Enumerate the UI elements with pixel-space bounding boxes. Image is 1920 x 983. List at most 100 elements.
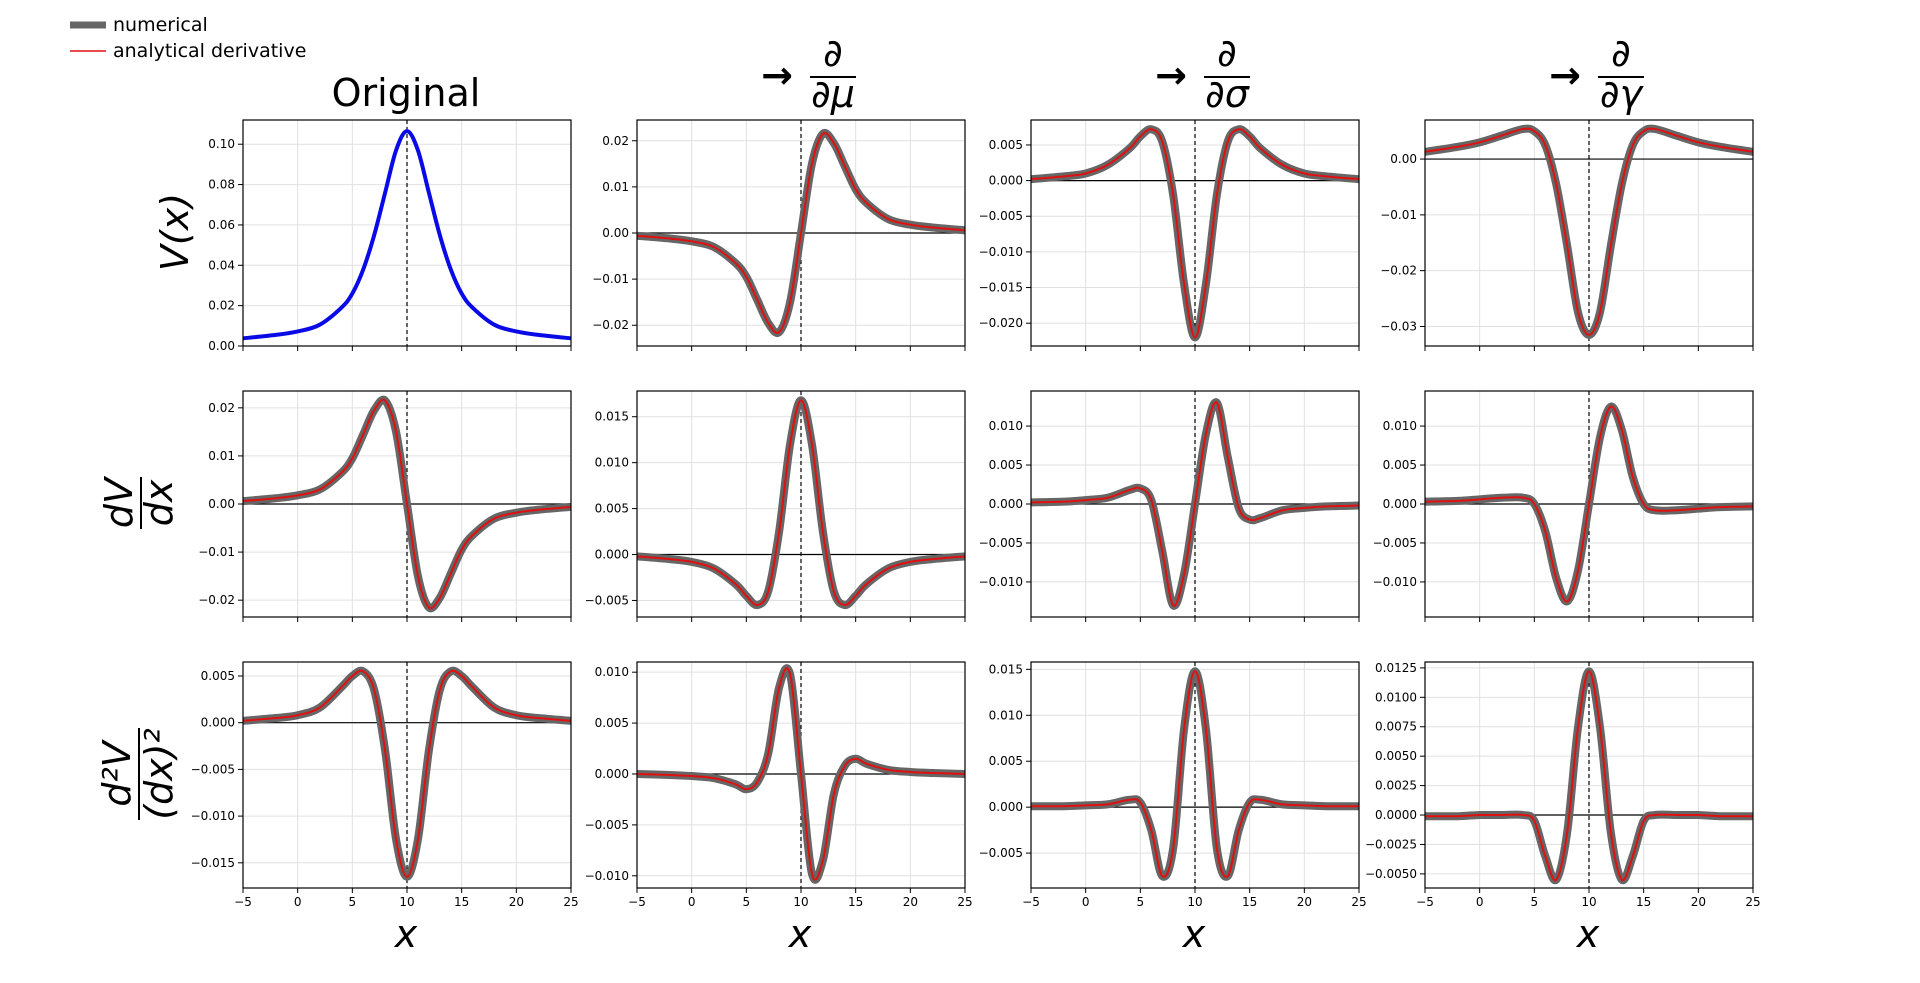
panel-r2-c2-series-analytical [1031, 670, 1359, 878]
row-label-d2vdx2-num: d²V [95, 738, 139, 806]
panel-r1-c1-ytick-label-2: 0.005 [595, 502, 629, 516]
panel-r1-c1-ytick-label-3: 0.010 [595, 456, 629, 470]
xlabel-col-3: x [1576, 912, 1600, 956]
panel-r0-c0: 0.00 0.02 0.04 0.06 0.08 0.10 [208, 119, 572, 353]
panel-r2-c0-xtick-label-2: 5 [349, 895, 357, 909]
panel-r2-c1-xtick-label-6: 25 [957, 895, 972, 909]
panel-r2-c3-series-analytical [1425, 670, 1753, 882]
row-labels: V(x) dV dx d²V (dx)² [95, 193, 197, 820]
panel-r1-c1: −0.005 0.000 0.005 0.010 0.015 [585, 390, 966, 622]
panel-r0-c0-curves [243, 129, 571, 341]
panel-r2-c0-xtick-label-4: 15 [454, 895, 469, 909]
panel-r1-c2-ytick-label-1: −0.005 [979, 536, 1023, 550]
panel-r2-c2-ytick-label-1: 0.000 [989, 800, 1023, 814]
panel-r2-c0-xtick-label-6: 25 [563, 895, 578, 909]
xlabel-col-2: x [1182, 912, 1206, 956]
panel-r1-c1-ytick-label-1: 0.000 [595, 548, 629, 562]
col-title-d-sigma-arrow: → [1155, 53, 1187, 97]
panel-r2-c0-xtick-label-0: −5 [234, 895, 252, 909]
panel-r0-c1-ytick-label-2: 0.00 [602, 226, 629, 240]
row-label-v: V(x) [153, 193, 197, 271]
panel-r2-c0-curves [243, 666, 571, 881]
panel-r2-c0-ytick-label-1: −0.010 [191, 809, 235, 823]
panel-r1-c0-ytick-label-1: −0.01 [198, 545, 235, 559]
panel-r2-c3: −5 0 5 10 15 20 25 −0.0050 −0.0025 0.0000 0.0025 0.… [1365, 661, 1761, 909]
row-label-dvdx-num: dV [97, 475, 141, 528]
panel-r2-c3-ytick-label-4: 0.0050 [1375, 749, 1417, 763]
panel-r1-c1-curves [637, 396, 965, 610]
panel-r2-c2-xtick-label-5: 20 [1297, 895, 1312, 909]
panel-r2-c3-xtick-label-2: 5 [1531, 895, 1539, 909]
panel-r0-c2-ytick-label-1: −0.015 [979, 281, 1023, 295]
panel-r2-c0: −5 0 5 10 15 20 25 −0.015 −0.010 −0.005 0.000 0.005 [191, 661, 579, 909]
panel-r0-c0-ytick-label-5: 0.10 [208, 137, 235, 151]
panel-r0-c1-ytick-label-1: −0.01 [592, 272, 629, 286]
panel-r2-c1: −5 0 5 10 15 20 25 −0.010 −0.005 0.000 0.005 0.010 [585, 661, 973, 909]
panel-r0-c0-ytick-label-2: 0.04 [208, 258, 235, 272]
panel-r0-c3: −0.03 −0.02 −0.01 0.00 [1380, 119, 1754, 351]
xlabel-col-0: x [394, 912, 418, 956]
col-title-d-mu-num: ∂ [823, 31, 843, 75]
col-title-d-mu-arrow: → [761, 53, 793, 97]
panel-r2-c2-ytick-label-4: 0.015 [989, 662, 1023, 676]
panel-r1-c0-series-analytical [243, 398, 571, 610]
panel-r0-c1-ytick-label-3: 0.01 [602, 180, 629, 194]
panel-r2-c2-xtick-label-3: 10 [1187, 895, 1202, 909]
panel-r2-c1-xtick-label-4: 15 [848, 895, 863, 909]
panel-r1-c0-curves [243, 395, 571, 613]
panel-r0-c3-curves [1425, 124, 1753, 339]
panel-r0-c0-ytick-label-1: 0.02 [208, 299, 235, 313]
panel-r2-c0-xtick-label-5: 20 [509, 895, 524, 909]
panel-r2-c3-ytick-label-3: 0.0025 [1375, 779, 1417, 793]
panel-r0-c3-ytick-label-2: −0.01 [1380, 208, 1417, 222]
panel-r0-c1-ytick-label-4: 0.02 [602, 134, 629, 148]
panel-r2-c0-ytick-label-3: 0.000 [201, 716, 235, 730]
panel-r2-c3-curves [1425, 667, 1753, 885]
panel-r0-c1-series-analytical [637, 132, 965, 334]
row-label-dvdx-den: dx [137, 479, 181, 526]
col-title-d-gamma-arrow: → [1549, 53, 1581, 97]
panel-r2-c1-xtick-label-1: 0 [688, 895, 696, 909]
panel-r2-c3-xtick-label-5: 20 [1691, 895, 1706, 909]
col-title-d-sigma-den: ∂σ [1205, 72, 1251, 116]
panel-r2-c2-xtick-label-0: −5 [1022, 895, 1040, 909]
panel-r2-c1-xtick-label-3: 10 [793, 895, 808, 909]
panel-r2-c0-xtick-label-3: 10 [399, 895, 414, 909]
row-label-dvdx: dV dx [97, 475, 181, 529]
panel-r2-c2-ytick-label-0: −0.005 [979, 846, 1023, 860]
panel-r1-c2-series-analytical [1031, 401, 1359, 607]
panel-r1-c3: −0.010 −0.005 0.000 0.005 0.010 [1373, 390, 1754, 622]
panel-r1-c2-ytick-label-0: −0.010 [979, 575, 1023, 589]
panel-r1-c2: −0.010 −0.005 0.000 0.005 0.010 [979, 390, 1360, 622]
panel-r1-c0: −0.02 −0.01 0.00 0.01 0.02 [198, 390, 572, 622]
panel-r0-c2-ytick-label-3: −0.005 [979, 209, 1023, 223]
row-label-d2vdx2: d²V (dx)² [95, 728, 181, 820]
panel-r2-c3-ytick-label-0: −0.0050 [1365, 867, 1417, 881]
panel-r0-c1: −0.02 −0.01 0.00 0.01 0.02 [592, 119, 966, 351]
panel-r2-c0-ytick-label-2: −0.005 [191, 762, 235, 776]
x-axis-labels: x x x x [394, 912, 1600, 956]
panel-r0-c2-ytick-label-2: −0.010 [979, 245, 1023, 259]
panel-r2-c2-xtick-label-2: 5 [1137, 895, 1145, 909]
panel-r0-c1-ytick-label-0: −0.02 [592, 318, 629, 332]
panel-r1-c2-ytick-label-3: 0.005 [989, 458, 1023, 472]
panel-r0-c3-ytick-label-0: −0.03 [1380, 319, 1417, 333]
row-label-d2vdx2-den: (dx)² [137, 728, 181, 820]
panel-r0-c0-ytick-label-0: 0.00 [208, 339, 235, 353]
panel-r1-c3-curves [1425, 402, 1753, 606]
panel-r2-c3-ytick-label-2: 0.0000 [1375, 808, 1417, 822]
panel-r1-c0-ytick-label-0: −0.02 [198, 593, 235, 607]
panel-r2-c1-xtick-label-0: −5 [628, 895, 646, 909]
col-title-d-gamma-den: ∂γ [1600, 72, 1645, 116]
panel-r2-c2: −5 0 5 10 15 20 25 −0.005 0.000 0.005 0.010 0.015 [979, 661, 1367, 909]
col-title-d-gamma: → ∂ ∂γ [1549, 31, 1645, 116]
panel-r1-c1-series-analytical [637, 399, 965, 607]
panel-r2-c1-xtick-label-2: 5 [743, 895, 751, 909]
panel-r1-c1-ytick-label-0: −0.005 [585, 593, 629, 607]
panel-r2-c3-xtick-label-0: −5 [1416, 895, 1434, 909]
column-titles: Original → ∂ ∂μ → ∂ ∂σ → ∂ ∂γ [332, 31, 1645, 116]
panel-r2-c3-ytick-label-5: 0.0075 [1375, 720, 1417, 734]
panel-r1-c1-ytick-label-4: 0.015 [595, 410, 629, 424]
panel-r1-c3-ytick-label-1: −0.005 [1373, 536, 1417, 550]
